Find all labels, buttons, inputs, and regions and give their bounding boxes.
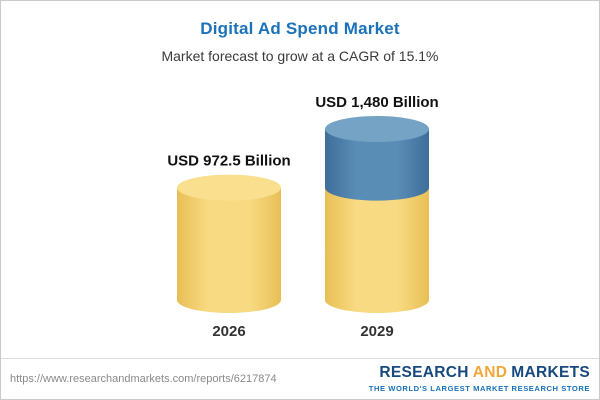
value-label-2026: USD 972.5 Billion: [167, 153, 290, 170]
report-url: https://www.researchandmarkets.com/repor…: [10, 373, 277, 385]
footer: https://www.researchandmarkets.com/repor…: [1, 358, 599, 399]
category-label-2026: 2026: [212, 323, 245, 340]
cylinder-2029: USD 1,480 Billion 2029: [315, 94, 438, 340]
category-label-2029: 2029: [360, 323, 393, 340]
logo-tagline: THE WORLD'S LARGEST MARKET RESEARCH STOR…: [368, 383, 590, 393]
logo-word-research: RESEARCH: [379, 364, 469, 382]
research-and-markets-logo: RESEARCH AND MARKETS THE WORLD'S LARGEST M…: [369, 365, 590, 392]
logo-word-and: AND: [472, 364, 508, 382]
chart-header: Digital Ad Spend Market Market forecast …: [1, 1, 599, 64]
chart-title: Digital Ad Spend Market: [200, 19, 400, 38]
logo-word-markets: MARKETS: [511, 364, 590, 382]
cylinder-2026: USD 972.5 Billion 2026: [167, 153, 290, 340]
logo-wordmark: RESEARCH AND MARKETS: [369, 365, 590, 381]
value-label-2029: USD 1,480 Billion: [315, 94, 438, 111]
chart-subtitle: Market forecast to grow at a CAGR of 15.…: [161, 48, 439, 64]
